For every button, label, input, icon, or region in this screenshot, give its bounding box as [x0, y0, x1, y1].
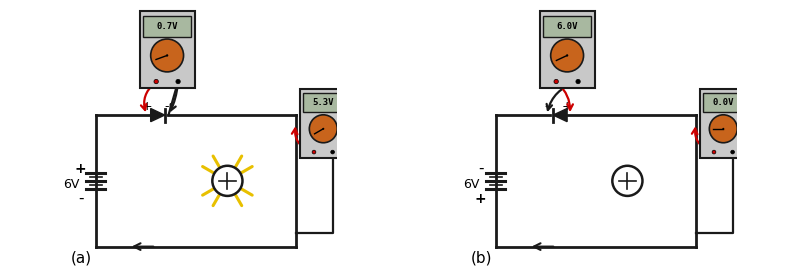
- Circle shape: [176, 79, 180, 84]
- FancyBboxPatch shape: [543, 16, 591, 37]
- Text: +: +: [562, 100, 573, 113]
- Circle shape: [154, 79, 158, 84]
- Circle shape: [722, 128, 724, 130]
- FancyBboxPatch shape: [303, 93, 344, 112]
- Circle shape: [730, 150, 734, 154]
- Circle shape: [166, 54, 168, 57]
- FancyBboxPatch shape: [143, 16, 191, 37]
- Text: -: -: [165, 100, 170, 113]
- Text: 6V: 6V: [63, 178, 80, 191]
- FancyBboxPatch shape: [703, 93, 744, 112]
- Circle shape: [150, 39, 183, 72]
- Text: +: +: [75, 161, 86, 176]
- Text: (b): (b): [471, 251, 493, 266]
- Text: -: -: [78, 191, 83, 206]
- Polygon shape: [150, 109, 165, 122]
- Text: 6V: 6V: [463, 178, 480, 191]
- Circle shape: [310, 115, 338, 143]
- Circle shape: [312, 150, 316, 154]
- Circle shape: [550, 39, 583, 72]
- Text: -: -: [478, 161, 483, 176]
- Text: 5.3V: 5.3V: [313, 98, 334, 107]
- Circle shape: [710, 115, 738, 143]
- Text: 0.7V: 0.7V: [156, 22, 178, 31]
- FancyBboxPatch shape: [540, 11, 594, 88]
- Text: +: +: [142, 100, 152, 113]
- Circle shape: [576, 79, 580, 84]
- Circle shape: [322, 128, 324, 130]
- FancyBboxPatch shape: [300, 89, 346, 158]
- Text: 0.0V: 0.0V: [713, 98, 734, 107]
- Text: 6.0V: 6.0V: [556, 22, 578, 31]
- Text: -: -: [544, 100, 549, 113]
- Text: (a): (a): [71, 251, 92, 266]
- Polygon shape: [553, 109, 567, 122]
- Circle shape: [612, 166, 642, 196]
- Circle shape: [330, 150, 334, 154]
- Text: +: +: [475, 192, 486, 206]
- Circle shape: [566, 54, 568, 57]
- Circle shape: [212, 166, 242, 196]
- Circle shape: [712, 150, 716, 154]
- FancyBboxPatch shape: [140, 11, 194, 88]
- Circle shape: [554, 79, 558, 84]
- FancyBboxPatch shape: [700, 89, 746, 158]
